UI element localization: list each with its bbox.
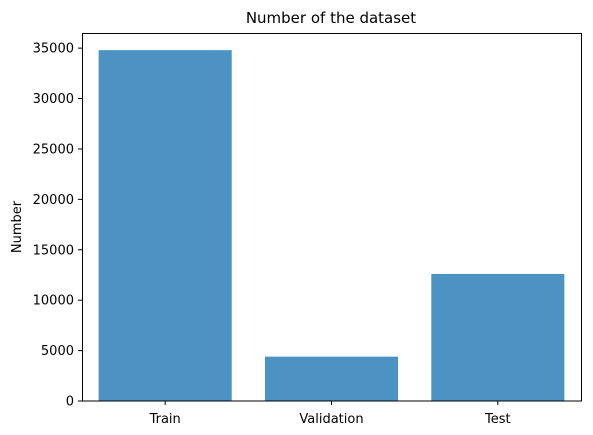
bar-test	[431, 273, 565, 401]
bars-group	[98, 50, 565, 402]
chart-title: Number of the dataset	[246, 9, 416, 27]
y-tick-label: 10000	[33, 294, 74, 309]
x-tick-label: Test	[484, 412, 511, 427]
y-tick-label: 0	[66, 395, 74, 410]
y-tick-label: 15000	[33, 243, 74, 258]
x-ticks-group: Train Validation Test	[149, 401, 511, 427]
x-tick-label: Validation	[299, 412, 363, 427]
y-tick-label: 20000	[33, 193, 74, 208]
bar-validation	[264, 356, 399, 401]
y-axis-label: Number	[10, 200, 25, 253]
y-tick-label: 25000	[33, 142, 74, 157]
y-tick-label: 35000	[33, 42, 74, 57]
x-tick-label: Train	[149, 412, 181, 427]
y-tick-label: 30000	[33, 92, 74, 107]
y-ticks-group: 0 5000 10000 15000 20000 25000 30000 35000	[33, 42, 82, 410]
plot-frame	[82, 33, 582, 402]
bar-train	[98, 50, 232, 402]
y-tick-label: 5000	[41, 344, 74, 359]
